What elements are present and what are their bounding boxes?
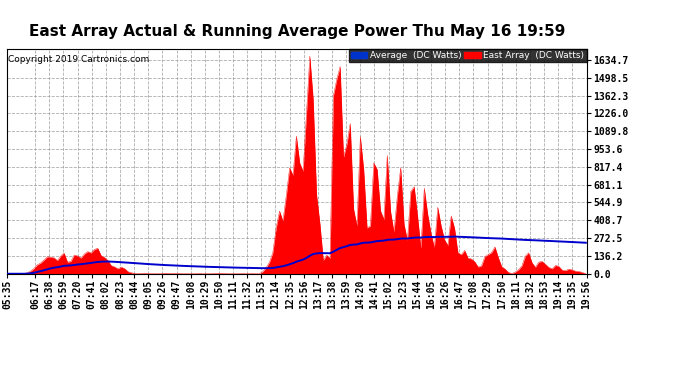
Text: East Array Actual & Running Average Power Thu May 16 19:59: East Array Actual & Running Average Powe… [28,24,565,39]
Text: Copyright 2019 Cartronics.com: Copyright 2019 Cartronics.com [8,56,149,64]
Legend: Average  (DC Watts), East Array  (DC Watts): Average (DC Watts), East Array (DC Watts… [348,49,586,62]
